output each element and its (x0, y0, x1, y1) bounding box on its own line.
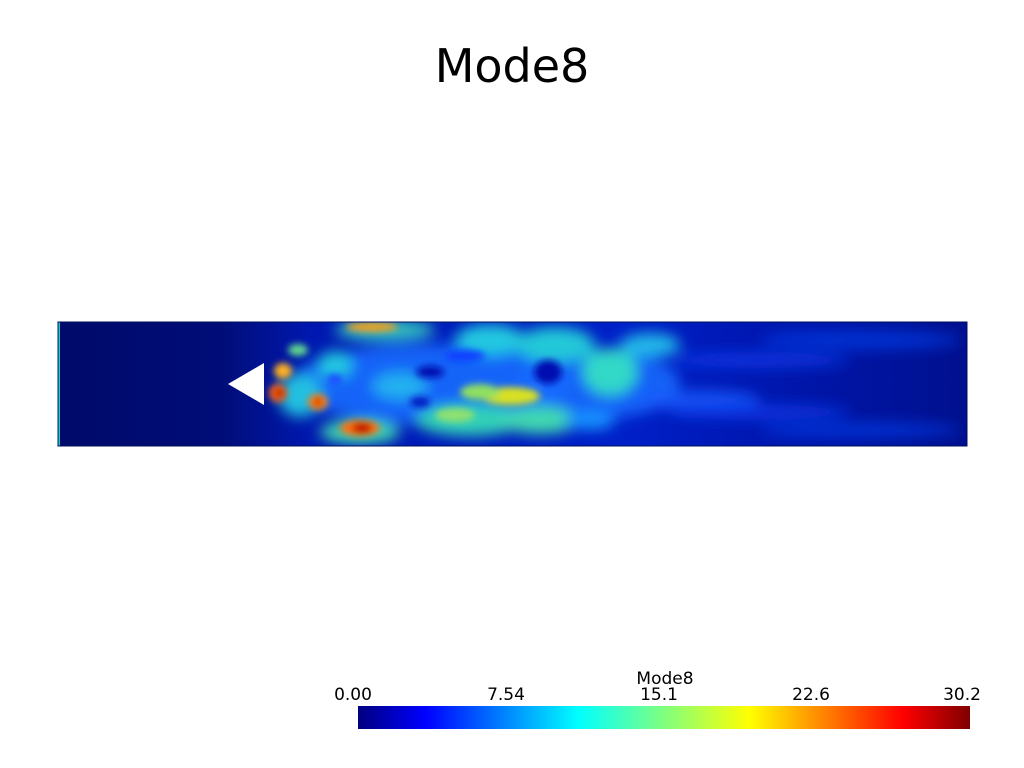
colorbar (358, 706, 970, 729)
channel-domain (58, 322, 967, 446)
colorbar-tick-label: 0.00 (334, 685, 372, 705)
colorbar-tick-label: 30.2 (943, 685, 981, 705)
colorbar-tick-label: 22.6 (792, 685, 830, 705)
plot-title: Mode8 (434, 39, 590, 93)
colorbar-title: Mode8 (636, 669, 694, 689)
bluff-body (228, 363, 264, 405)
channel-outline (57, 321, 968, 447)
colorbar-tick-label: 7.54 (487, 685, 525, 705)
wake-field (278, 322, 960, 444)
wake-cores (269, 322, 562, 436)
colorbar-tick-label: 15.1 (640, 685, 678, 705)
